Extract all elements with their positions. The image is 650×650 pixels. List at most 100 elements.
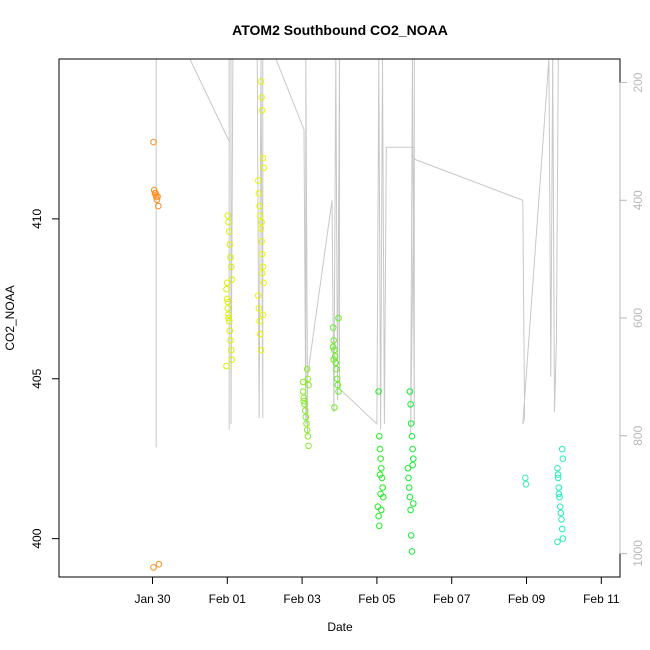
data-point bbox=[376, 433, 383, 440]
data-point bbox=[227, 263, 235, 271]
data-point bbox=[302, 413, 310, 421]
data-point bbox=[305, 442, 312, 450]
data-point bbox=[259, 250, 266, 258]
data-point bbox=[257, 225, 265, 232]
x-tick-label: Feb 07 bbox=[433, 592, 471, 606]
data-point bbox=[301, 401, 308, 408]
data-point bbox=[225, 314, 232, 322]
data-point bbox=[555, 484, 563, 491]
data-point bbox=[379, 484, 387, 491]
data-point bbox=[406, 388, 414, 395]
data-point bbox=[257, 78, 265, 85]
data-point bbox=[558, 525, 566, 533]
data-point bbox=[259, 269, 266, 277]
data-point bbox=[154, 193, 161, 200]
data-point bbox=[331, 346, 338, 354]
data-point bbox=[554, 465, 561, 472]
data-point bbox=[225, 311, 232, 319]
data-point bbox=[408, 548, 416, 555]
y-axis: 400 405 410 bbox=[30, 209, 59, 549]
data-point bbox=[554, 538, 561, 546]
data-point bbox=[554, 474, 562, 482]
x-axis-label: Date bbox=[327, 620, 353, 634]
data-point bbox=[255, 305, 263, 312]
data-point bbox=[227, 253, 234, 261]
data-point bbox=[224, 298, 232, 306]
data-point bbox=[227, 346, 235, 354]
data-point bbox=[224, 212, 232, 219]
data-point bbox=[150, 138, 157, 146]
data-point bbox=[406, 493, 414, 501]
data-point bbox=[299, 378, 307, 386]
data-point bbox=[556, 503, 564, 511]
data-point bbox=[405, 474, 412, 482]
data-point bbox=[257, 330, 264, 338]
data-point bbox=[559, 455, 567, 463]
data-point bbox=[376, 522, 383, 530]
x-tick-label: Jan 30 bbox=[134, 592, 170, 606]
data-point bbox=[228, 276, 236, 283]
data-point bbox=[375, 388, 382, 395]
data-point bbox=[153, 196, 161, 203]
data-point bbox=[410, 500, 417, 507]
data-point bbox=[228, 356, 236, 363]
data-point bbox=[225, 317, 233, 325]
data-point bbox=[255, 190, 263, 197]
data-point bbox=[226, 241, 234, 248]
y2-tick-label: 200 bbox=[631, 72, 645, 92]
data-point bbox=[303, 365, 311, 373]
y2-tick-label: 400 bbox=[631, 190, 645, 210]
data-points-group bbox=[150, 78, 567, 571]
x-axis: Jan 30 Feb 01 Feb 03 Feb 05 Feb 07 Feb 09 Feb … bbox=[134, 577, 620, 606]
data-point bbox=[405, 484, 413, 491]
y-tick-label: 405 bbox=[30, 368, 44, 388]
data-point bbox=[227, 337, 234, 344]
data-point bbox=[333, 375, 341, 383]
data-point bbox=[258, 94, 265, 101]
data-point bbox=[331, 404, 338, 411]
x-tick-label: Feb 01 bbox=[209, 592, 247, 606]
data-point bbox=[407, 401, 414, 408]
data-point bbox=[259, 311, 267, 319]
data-point bbox=[330, 356, 338, 363]
data-point bbox=[260, 164, 268, 171]
x-tick-label: Feb 03 bbox=[283, 592, 321, 606]
data-point bbox=[335, 314, 342, 322]
data-point bbox=[155, 202, 162, 210]
data-point bbox=[559, 535, 567, 542]
data-point bbox=[558, 445, 566, 453]
data-point bbox=[305, 381, 312, 389]
data-point bbox=[556, 493, 563, 501]
data-point bbox=[150, 564, 157, 571]
data-point bbox=[378, 465, 385, 472]
data-point bbox=[224, 305, 232, 312]
data-point bbox=[223, 362, 230, 370]
data-point bbox=[223, 285, 230, 293]
data-point bbox=[334, 381, 342, 389]
data-point bbox=[254, 177, 262, 184]
data-point bbox=[226, 327, 234, 335]
data-point bbox=[150, 186, 158, 194]
data-point bbox=[375, 512, 382, 520]
data-point bbox=[257, 212, 264, 219]
y2-tick-label: 600 bbox=[631, 308, 645, 328]
data-point bbox=[300, 394, 308, 402]
data-point bbox=[404, 465, 412, 472]
data-point bbox=[299, 388, 307, 395]
data-point bbox=[377, 455, 384, 463]
data-point bbox=[333, 365, 340, 373]
data-point bbox=[258, 238, 265, 245]
data-point bbox=[225, 228, 233, 235]
data-point bbox=[376, 445, 384, 453]
data-point bbox=[300, 397, 308, 405]
x-tick-label: Feb 09 bbox=[508, 592, 546, 606]
data-point bbox=[155, 560, 163, 568]
data-point bbox=[259, 263, 267, 271]
x-tick-label: Feb 05 bbox=[358, 592, 396, 606]
y-axis-label: CO2_NOAA bbox=[3, 285, 17, 350]
y-tick-label: 410 bbox=[30, 209, 44, 229]
data-point bbox=[330, 337, 338, 344]
data-point bbox=[335, 388, 342, 395]
data-point bbox=[304, 433, 312, 440]
